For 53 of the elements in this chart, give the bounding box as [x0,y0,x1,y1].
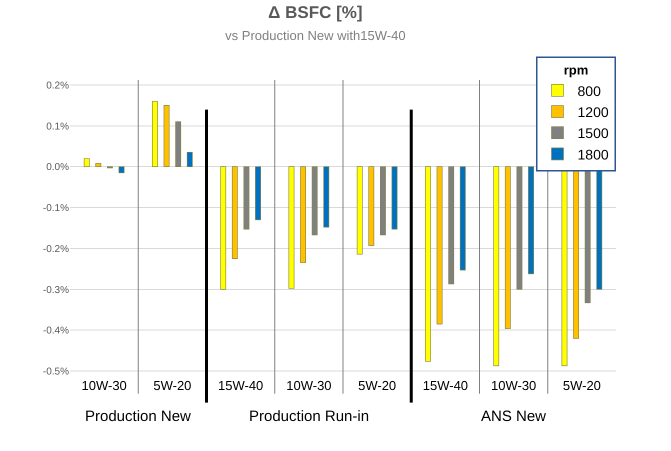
y-tick-label: -0.4% [42,326,70,337]
y-tick-label: -0.3% [42,284,70,296]
legend-label: 800 [578,82,602,99]
bar [152,100,158,167]
bar [118,166,124,174]
x-tick-label: 15W-40 [218,378,264,393]
x-tick-label: 5W-20 [358,378,396,393]
chart-title: Δ BSFC [%] [268,3,363,22]
y-tick-label: 0.2% [46,80,70,92]
legend-label: 1200 [578,104,609,120]
bar [220,166,226,290]
bar [504,166,511,329]
bar [516,166,522,290]
bar [232,166,238,259]
bar [448,166,454,284]
bar [312,166,318,236]
x-tick-label: 10W-30 [490,378,536,393]
y-tick-label: 0.1% [46,121,70,132]
bar [175,121,182,167]
bar [356,166,363,254]
x-tick-label: 5W-20 [562,378,601,393]
bar [164,105,170,167]
bar [368,166,374,246]
bar [288,166,294,289]
bar [244,166,250,230]
bar [186,152,193,167]
legend-label: 1800 [578,146,609,162]
bar [300,166,306,264]
chart-subtitle: vs Production New with15W-40 [225,28,406,44]
bar [493,166,500,366]
y-tick-label: -0.5% [42,366,70,378]
x-tick-label: 5W-20 [153,378,192,393]
bar [84,158,90,167]
bar [528,166,534,274]
x-tick-label: 10W-30 [286,378,332,393]
y-tick-label: 0.0% [46,162,70,174]
bar [323,166,330,228]
x-tick-label: 10W-30 [81,378,127,393]
x-tick-label: 15W-40 [422,378,468,393]
bar [436,166,442,324]
bar [380,166,386,236]
legend-label: 1500 [578,125,609,142]
text: ANS New [481,408,546,425]
text: Production New [85,408,192,425]
bar [95,163,102,167]
legend-title: rpm [564,62,588,78]
text: Production Run-in [249,408,370,425]
bar [425,166,431,362]
bar [392,166,398,230]
y-tick-label: -0.1% [42,203,70,214]
bar [460,166,466,270]
bar [255,166,261,220]
y-tick-label: -0.2% [42,244,70,255]
